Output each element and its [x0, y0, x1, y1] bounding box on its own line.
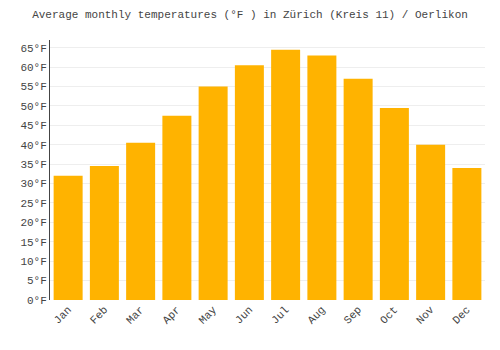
svg-text:Jun: Jun — [233, 304, 255, 326]
svg-text:35°F: 35°F — [20, 159, 46, 171]
svg-text:Aug: Aug — [305, 304, 327, 326]
svg-text:5°F: 5°F — [27, 275, 47, 287]
svg-text:Jul: Jul — [269, 304, 291, 326]
svg-text:Jan: Jan — [52, 304, 74, 326]
svg-text:Oct: Oct — [378, 304, 400, 326]
svg-text:Dec: Dec — [450, 304, 472, 326]
svg-text:Nov: Nov — [414, 304, 437, 327]
svg-text:10°F: 10°F — [20, 256, 46, 268]
svg-text:Average monthly temperatures (: Average monthly temperatures (°F ) in Zü… — [32, 9, 468, 21]
svg-text:45°F: 45°F — [20, 120, 46, 132]
svg-text:30°F: 30°F — [20, 178, 46, 190]
svg-text:50°F: 50°F — [20, 101, 46, 113]
svg-text:Sep: Sep — [342, 304, 364, 326]
svg-text:65°F: 65°F — [20, 43, 46, 55]
svg-text:Mar: Mar — [124, 304, 146, 326]
svg-text:25°F: 25°F — [20, 198, 46, 210]
svg-text:40°F: 40°F — [20, 140, 46, 152]
svg-text:15°F: 15°F — [20, 237, 46, 249]
svg-text:60°F: 60°F — [20, 62, 46, 74]
svg-text:Feb: Feb — [88, 304, 110, 326]
svg-text:20°F: 20°F — [20, 217, 46, 229]
svg-text:May: May — [197, 304, 220, 327]
svg-text:0°F: 0°F — [27, 295, 47, 307]
svg-text:Apr: Apr — [160, 304, 182, 326]
svg-text:55°F: 55°F — [20, 81, 46, 93]
